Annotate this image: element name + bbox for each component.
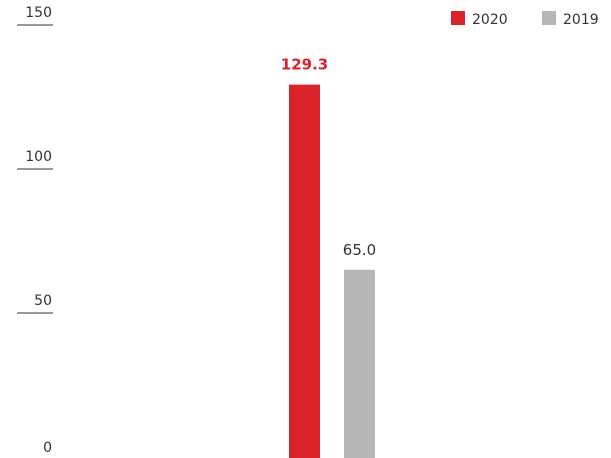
legend-swatch-2019	[542, 11, 556, 25]
y-tick-label: 150	[25, 5, 52, 21]
y-tick-label: 0	[43, 440, 52, 456]
y-axis: 0 50 100 150	[17, 5, 53, 456]
legend: 2020 2019	[451, 11, 599, 28]
bars: 129.3 65.0	[281, 56, 376, 458]
bar-2019	[344, 269, 375, 458]
legend-label-2019: 2019	[563, 12, 599, 28]
y-tick-label: 50	[34, 293, 52, 309]
y-tick-label: 100	[25, 149, 52, 165]
value-label-2019: 65.0	[343, 241, 376, 259]
value-label-2020: 129.3	[281, 56, 328, 74]
legend-label-2020: 2020	[472, 12, 508, 28]
legend-swatch-2020	[451, 11, 465, 25]
bar-2020	[289, 84, 320, 458]
